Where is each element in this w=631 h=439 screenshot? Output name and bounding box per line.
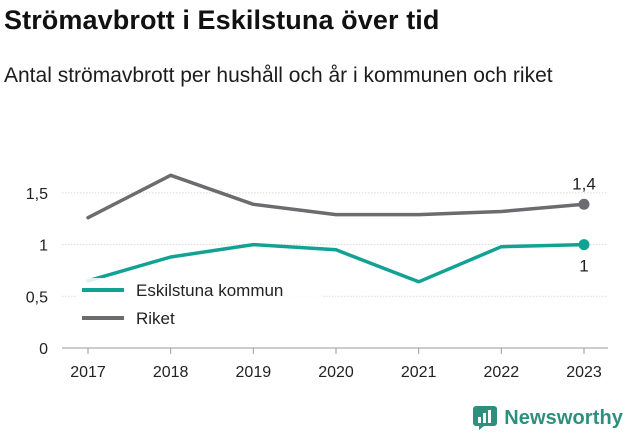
x-tick-label: 2019 xyxy=(236,364,272,381)
chart-subtitle: Antal strömavbrott per hushåll och år i … xyxy=(4,64,553,87)
axis-layer: 0 0,5 1 1,5 2017 2018 2019 2020 2021 2022 2023 xyxy=(26,186,602,381)
series-end-marker xyxy=(578,198,590,210)
x-tick-label: 2023 xyxy=(566,364,602,381)
x-tick-label: 2018 xyxy=(153,364,189,381)
legend-label: Riket xyxy=(136,309,175,328)
series-layer xyxy=(86,173,590,284)
y-tick-label: 0,5 xyxy=(26,289,48,306)
newsworthy-icon xyxy=(473,406,498,430)
x-tick-label: 2020 xyxy=(318,364,354,381)
x-tick-label: 2017 xyxy=(70,364,106,381)
x-tick-label: 2021 xyxy=(401,364,437,381)
series-line-riket xyxy=(86,173,586,220)
legend-label: Eskilstuna kommun xyxy=(136,281,283,300)
value-labels: 1,41 xyxy=(572,174,596,275)
chart-title: Strömavbrott i Eskilstuna över tid xyxy=(4,5,440,35)
y-tick-label: 0 xyxy=(39,341,48,358)
brand-logo: Newsworthy xyxy=(472,405,623,431)
brand-name: Newsworthy xyxy=(504,406,623,429)
legend-background xyxy=(76,278,322,334)
y-tick-label: 1 xyxy=(39,238,48,255)
end-value-label-riket: 1,4 xyxy=(572,174,596,193)
series-end-marker xyxy=(578,239,590,251)
legend: Eskilstuna kommun Riket xyxy=(76,278,322,334)
end-value-label-eskilstuna: 1 xyxy=(579,257,588,276)
x-tick-label: 2022 xyxy=(484,364,520,381)
legend-item-riket: Riket xyxy=(82,309,175,328)
legend-item-eskilstuna: Eskilstuna kommun xyxy=(82,281,283,300)
y-tick-label: 1,5 xyxy=(26,186,48,203)
series-line-eskilstuna xyxy=(86,242,586,284)
